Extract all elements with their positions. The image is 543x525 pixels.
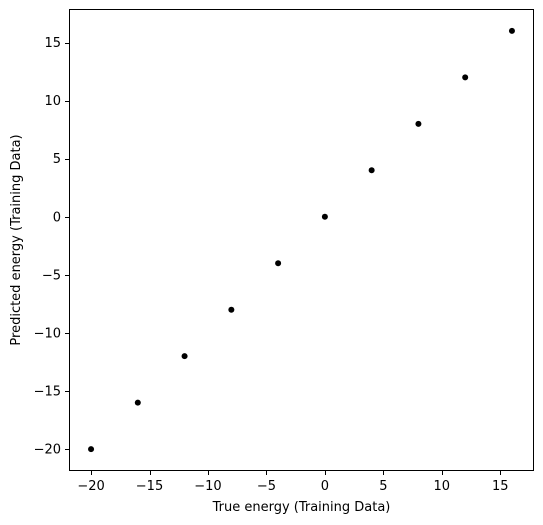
data-point [415,120,422,127]
y-tick-label: −10 [34,326,61,341]
x-tick-label: −15 [136,479,163,494]
x-tick-label: 0 [321,479,329,494]
y-tick-label: 0 [53,210,61,225]
x-tick-label: 5 [379,479,387,494]
y-axis-label: Predicted energy (Training Data) [9,134,24,345]
y-axis-ticks: −20 −15 −10 −5 0 5 10 15 [34,36,70,458]
x-tick-label: −10 [194,479,221,494]
y-tick-label: 15 [44,36,61,51]
data-point [321,213,328,220]
y-tick-label: 10 [44,94,61,109]
data-point [462,74,469,81]
data-point [368,167,375,174]
x-axis-label: True energy (Training Data) [212,500,391,515]
x-axis-ticks: −20 −15 −10 −5 0 5 10 15 [77,470,509,494]
y-tick-label: −20 [34,443,61,458]
x-tick-label: −20 [77,479,104,494]
data-point [88,446,95,453]
plot-frame [69,9,534,471]
data-point [228,306,235,313]
data-point [181,353,188,360]
y-tick-label: −5 [42,268,61,283]
x-tick-label: 10 [434,479,451,494]
data-point [508,27,515,34]
y-tick-label: 5 [53,152,61,167]
data-point [275,260,282,267]
y-tick-label: −15 [34,385,61,400]
x-tick-label: 15 [492,479,509,494]
data-points [88,27,515,453]
data-point [134,399,141,406]
x-tick-label: −5 [257,479,276,494]
